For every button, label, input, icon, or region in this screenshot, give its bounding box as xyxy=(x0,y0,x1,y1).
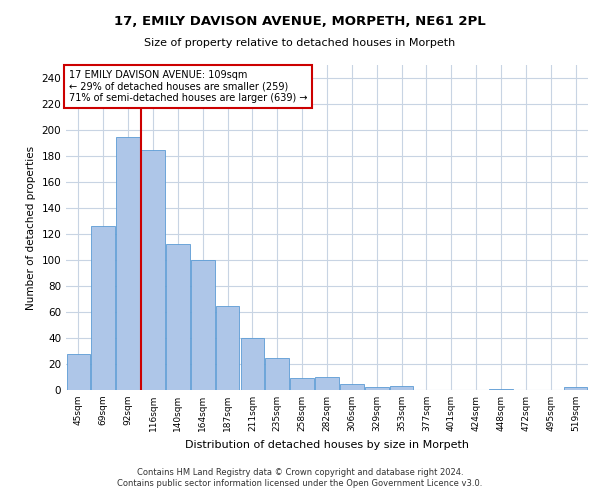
Bar xyxy=(489,388,513,390)
Bar xyxy=(315,377,339,390)
Bar xyxy=(116,136,140,390)
Bar xyxy=(340,384,364,390)
Y-axis label: Number of detached properties: Number of detached properties xyxy=(26,146,36,310)
X-axis label: Distribution of detached houses by size in Morpeth: Distribution of detached houses by size … xyxy=(185,440,469,450)
Text: 17 EMILY DAVISON AVENUE: 109sqm
← 29% of detached houses are smaller (259)
71% o: 17 EMILY DAVISON AVENUE: 109sqm ← 29% of… xyxy=(68,70,307,103)
Bar xyxy=(166,244,190,390)
Bar xyxy=(564,388,587,390)
Bar xyxy=(365,388,389,390)
Bar xyxy=(265,358,289,390)
Text: 17, EMILY DAVISON AVENUE, MORPETH, NE61 2PL: 17, EMILY DAVISON AVENUE, MORPETH, NE61 … xyxy=(114,15,486,28)
Bar xyxy=(390,386,413,390)
Bar xyxy=(141,150,165,390)
Text: Contains HM Land Registry data © Crown copyright and database right 2024.
Contai: Contains HM Land Registry data © Crown c… xyxy=(118,468,482,487)
Bar xyxy=(241,338,264,390)
Bar xyxy=(91,226,115,390)
Bar xyxy=(67,354,90,390)
Text: Size of property relative to detached houses in Morpeth: Size of property relative to detached ho… xyxy=(145,38,455,48)
Bar xyxy=(216,306,239,390)
Bar xyxy=(290,378,314,390)
Bar xyxy=(191,260,215,390)
